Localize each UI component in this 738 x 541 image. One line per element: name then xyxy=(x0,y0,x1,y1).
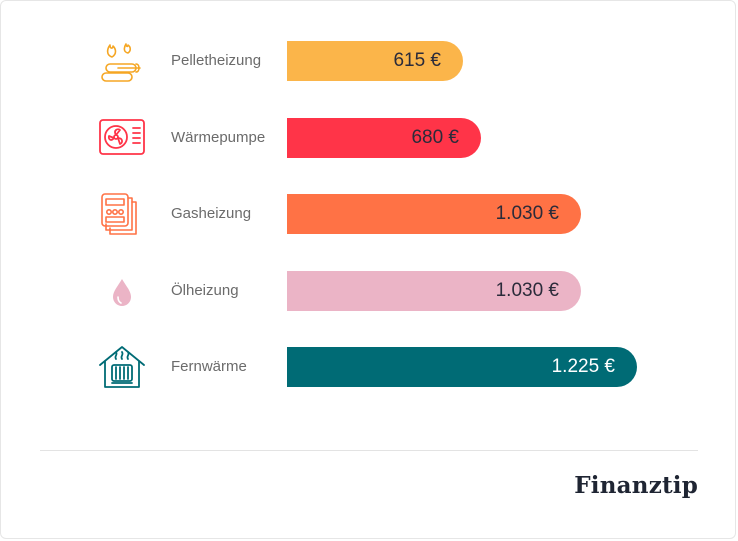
category-label: Fernwärme xyxy=(171,358,247,375)
bar-row: Ölheizung 1.030 € xyxy=(0,270,738,311)
divider xyxy=(40,450,698,451)
bar-row: Pelletheizung 615 € xyxy=(0,41,738,82)
data-label: 1.030 € xyxy=(495,203,559,224)
data-label: 680 € xyxy=(411,126,459,148)
bar: 680 € xyxy=(287,117,481,158)
category-label: Ölheizung xyxy=(171,281,239,299)
bar-row: Fernwärme 1.225 € xyxy=(0,346,738,388)
heat-pump-icon xyxy=(96,114,148,162)
gas-meter-icon xyxy=(96,190,148,238)
category-label: Gasheizung xyxy=(171,205,252,222)
bar-row: Gasheizung 1.030 € xyxy=(0,193,738,235)
district-heating-house-icon xyxy=(96,343,148,391)
bar: 1.030 € xyxy=(287,270,581,311)
bar-row: Wärmepumpe 680 € xyxy=(0,117,738,158)
oil-drop-icon xyxy=(96,267,148,315)
brand-logo: Finanztip xyxy=(574,472,698,499)
pellet-fire-icon xyxy=(96,37,148,85)
bar: 1.225 € xyxy=(287,347,637,387)
bar: 1.030 € xyxy=(287,194,581,234)
data-label: 615 € xyxy=(393,50,441,71)
data-label: 1.225 € xyxy=(551,356,615,377)
category-label: Wärmepumpe xyxy=(171,128,266,146)
category-label: Pelletheizung xyxy=(171,52,262,69)
bar: 615 € xyxy=(287,41,463,81)
data-label: 1.030 € xyxy=(495,279,559,301)
